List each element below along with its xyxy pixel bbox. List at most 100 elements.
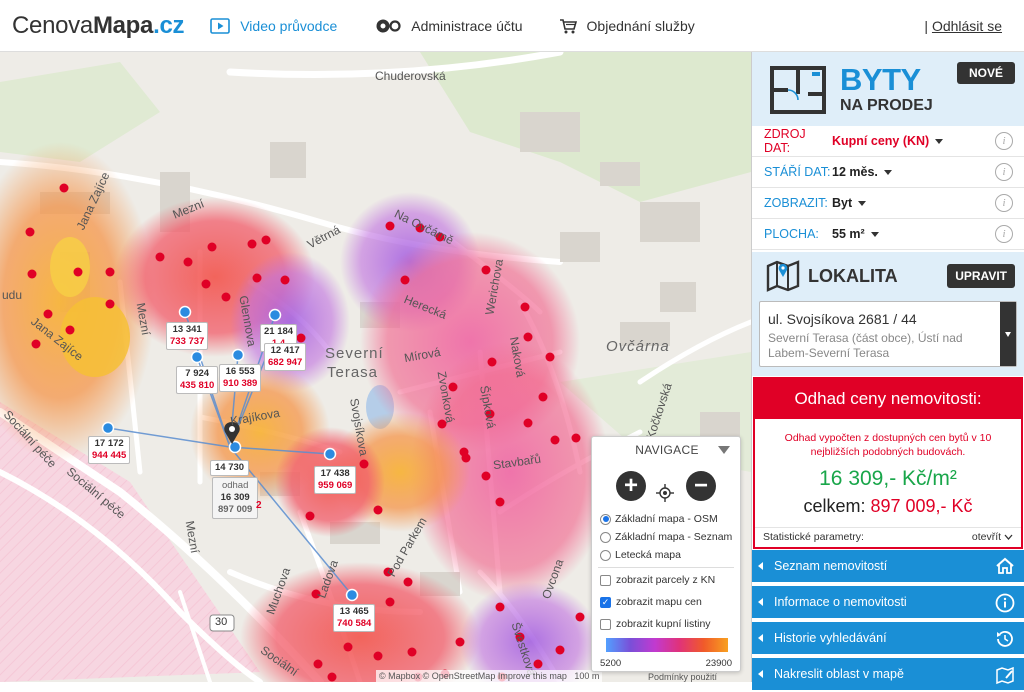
layer-option-osm[interactable]: Základní mapa - OSM: [600, 513, 718, 525]
radio[interactable]: [600, 549, 611, 561]
layer-label: Základní mapa - OSM: [615, 513, 718, 525]
zoom-out-label: −: [693, 472, 708, 499]
param-display[interactable]: ZOBRAZIT: Byt i: [752, 188, 1024, 219]
pin-count: 17 172: [94, 438, 124, 449]
logo-tld: .cz: [153, 11, 185, 39]
conditions-link[interactable]: Podmínky použití: [648, 672, 718, 682]
toggle-price-map[interactable]: ✓ zobrazit mapu cen: [600, 596, 702, 608]
param-key: STÁŘÍ DAT:: [764, 165, 831, 179]
navigation-title: NAVIGACE: [635, 443, 699, 457]
estimate-pin-label: odhad: [221, 480, 249, 491]
nav-video-guide[interactable]: Video průvodce: [210, 18, 337, 34]
arrow-left-icon: [758, 670, 763, 678]
toggle-deeds[interactable]: zobrazit kupní listiny: [600, 618, 711, 630]
param-value: 12 měs.: [832, 165, 878, 179]
street-label: Chuderovská: [375, 69, 446, 83]
stat-params-toggle[interactable]: otevřít: [972, 531, 1013, 543]
param-value-dropdown[interactable]: Byt: [832, 196, 867, 210]
param-area[interactable]: PLOCHA: 55 m² i: [752, 219, 1024, 250]
address-street: ul. Svojsíkova 2681 / 44: [768, 311, 917, 327]
collapse-triangle-icon[interactable]: [718, 446, 730, 454]
address-select[interactable]: ul. Svojsíkova 2681 / 44 Severní Terasa …: [759, 301, 1017, 367]
pin-count: 13 341: [172, 324, 202, 335]
radio-selected[interactable]: [600, 513, 611, 525]
price-pin[interactable]: 17 172 944 445: [88, 436, 131, 464]
price-pin[interactable]: 17 438 959 069: [314, 466, 357, 494]
toggle-parcels[interactable]: zobrazit parcely z KN: [600, 574, 715, 586]
link-search-history[interactable]: Historie vyhledávání: [752, 622, 1024, 656]
floor-plan-icon: [768, 64, 828, 121]
estimate-pin-value: 14 730: [215, 462, 245, 473]
param-data-source[interactable]: ZDROJ DAT: Kupní ceny (KN) i: [752, 126, 1024, 157]
layer-option-seznam[interactable]: Základní mapa - Seznam: [600, 531, 732, 543]
checkbox[interactable]: [600, 574, 611, 586]
info-icon[interactable]: i: [995, 132, 1013, 150]
nav-video-label: Video průvodce: [240, 17, 338, 34]
param-value: 55 m²: [832, 227, 865, 241]
param-value-dropdown[interactable]: Kupní ceny (KN): [832, 134, 944, 148]
info-circle-icon: [995, 593, 1015, 616]
price-pin[interactable]: 7 924 435 810: [176, 366, 219, 394]
area-label: Ovčárna: [606, 338, 670, 355]
link-draw-area[interactable]: Nakreslit oblast v mapě: [752, 658, 1024, 692]
stat-params-label: Statistické parametry:: [763, 531, 864, 543]
layer-option-aerial[interactable]: Letecká mapa: [600, 549, 681, 561]
layer-label: Letecká mapa: [615, 549, 681, 561]
estimate-pin-count: 16 309: [220, 492, 250, 503]
logo[interactable]: CenovaMapa.cz: [12, 11, 185, 40]
param-value: Byt: [832, 196, 853, 210]
link-property-info[interactable]: Informace o nemovitosti: [752, 586, 1024, 620]
address-wrap: ul. Svojsíkova 2681 / 44 Severní Terasa …: [752, 300, 1024, 376]
price-estimate-box: Odhad ceny nemovitosti: Odhad vypočten z…: [753, 377, 1023, 549]
new-search-button[interactable]: NOVÉ: [956, 62, 1015, 84]
radio[interactable]: [600, 531, 611, 543]
pin-count: 21 184: [264, 326, 294, 337]
info-icon[interactable]: i: [995, 163, 1013, 181]
link-label: Nakreslit oblast v mapě: [774, 667, 904, 681]
pin-count: 12 417: [270, 345, 300, 356]
checkbox[interactable]: [600, 618, 611, 630]
zoom-in-label: +: [623, 472, 638, 499]
side-panel: BYTY NA PRODEJ NOVÉ ZDROJ DAT: Kupní cen…: [751, 52, 1024, 692]
estimate-pin-extra: 2: [256, 500, 262, 511]
link-label: Seznam nemovitostí: [774, 559, 888, 573]
cart-icon: [559, 18, 577, 34]
app-header: CenovaMapa.cz Video průvodce Administrac…: [0, 0, 1024, 52]
logout-link[interactable]: Odhlásit se: [931, 17, 1002, 34]
price-pin[interactable]: 13 465 740 584: [333, 604, 376, 632]
history-icon: [995, 629, 1015, 652]
attribution-text[interactable]: © Mapbox © OpenStreetMap Improve this ma…: [379, 671, 567, 681]
pin-price: 733 737: [170, 336, 205, 347]
price-map[interactable]: Chuderovská Mezní Mezní Mezní Jana Zajíc…: [0, 52, 751, 682]
param-data-age[interactable]: STÁŘÍ DAT: 12 měs. i: [752, 157, 1024, 188]
map-attribution: © Mapbox © OpenStreetMap Improve this ma…: [376, 670, 603, 682]
param-value-dropdown[interactable]: 55 m²: [832, 227, 879, 241]
info-icon[interactable]: i: [995, 225, 1013, 243]
arrow-left-icon: [758, 598, 763, 606]
price-pin[interactable]: 13 341 733 737: [166, 322, 209, 350]
estimate-pin[interactable]: 14 730: [210, 460, 250, 476]
edit-location-button[interactable]: UPRAVIT: [947, 264, 1015, 288]
estimate-title: Odhad ceny nemovitosti:: [755, 379, 1021, 419]
param-value-dropdown[interactable]: 12 měs.: [832, 165, 892, 179]
estimate-pin-detail[interactable]: odhad 16 309 897 009: [212, 477, 259, 519]
zoom-in-button[interactable]: +: [616, 471, 646, 501]
arrow-left-icon: [758, 562, 763, 570]
address-detail: Severní Terasa (část obce), Ústí nad Lab…: [768, 331, 963, 360]
link-property-list[interactable]: Seznam nemovitostí: [752, 550, 1024, 584]
pin-count: 13 465: [339, 606, 369, 617]
price-pin[interactable]: 12 417 682 947: [264, 343, 307, 371]
pin-price: 435 810: [180, 380, 215, 391]
nav-order-service[interactable]: Objednání služby: [559, 18, 695, 34]
nav-account-label: Administrace účtu: [411, 17, 523, 34]
info-icon[interactable]: i: [995, 194, 1013, 212]
address-dropdown-icon[interactable]: [1000, 302, 1016, 366]
price-pin[interactable]: 16 553 910 389: [219, 364, 262, 392]
price-legend-gradient: [606, 638, 728, 652]
checkbox-checked[interactable]: ✓: [600, 596, 611, 608]
toggle-label: zobrazit kupní listiny: [616, 618, 711, 630]
caret-down-icon: [883, 170, 892, 176]
check-icon: ✓: [601, 596, 610, 607]
zoom-out-button[interactable]: −: [686, 471, 716, 501]
nav-account-admin[interactable]: Administrace účtu: [375, 17, 523, 34]
